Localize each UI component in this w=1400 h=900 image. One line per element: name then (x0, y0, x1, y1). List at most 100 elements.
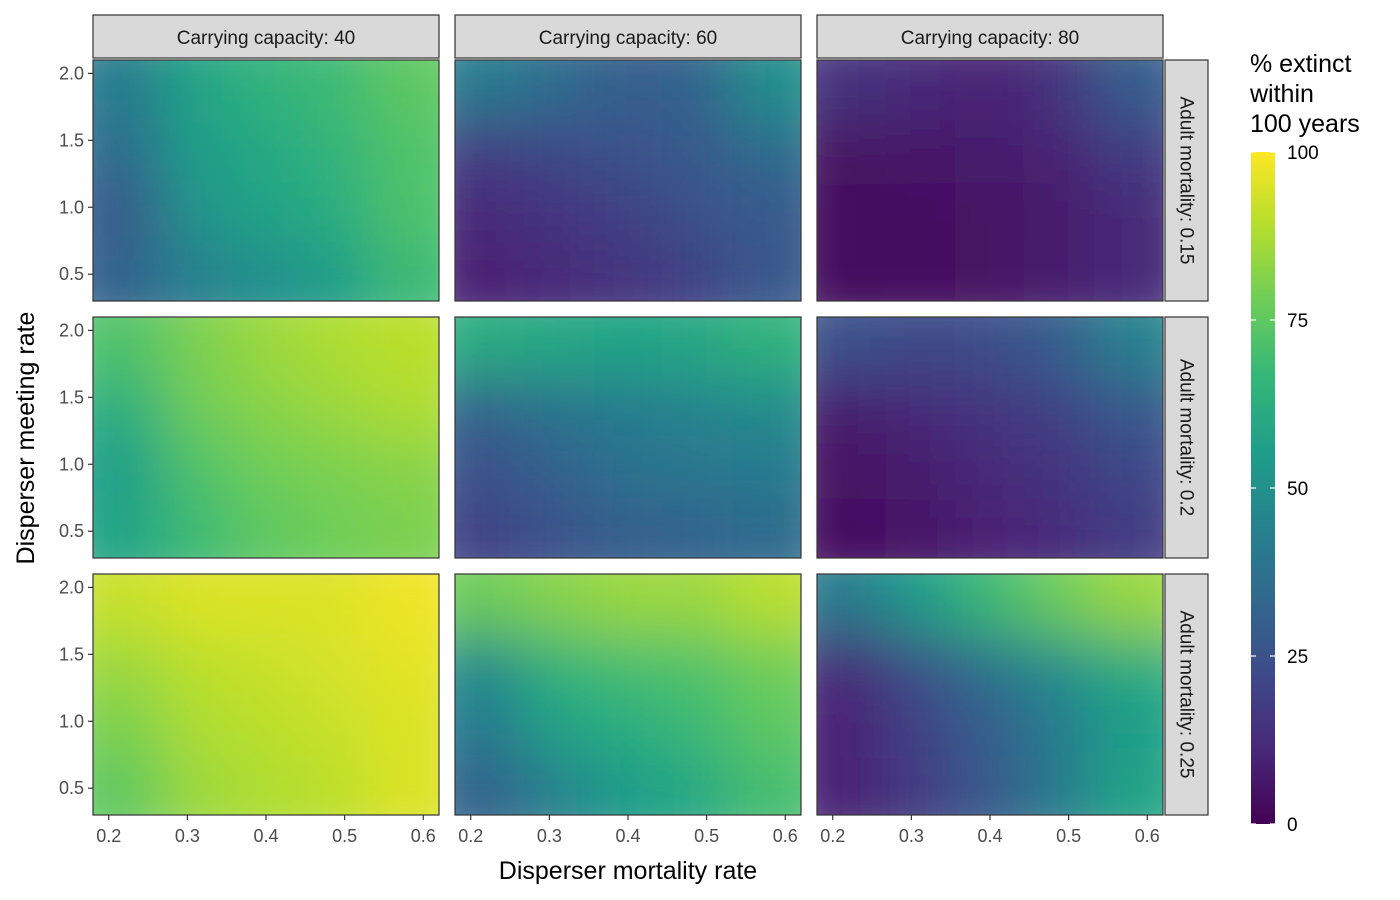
heatmap-cell (817, 497, 887, 558)
heatmap-cell (817, 377, 887, 438)
heatmap-cell (817, 240, 887, 301)
heatmap-cell (886, 634, 956, 695)
heatmap-cell (817, 437, 887, 499)
colorbar-tick-label: 0 (1287, 815, 1298, 836)
heatmap-cell (593, 497, 664, 558)
facet-strip-top (454, 14, 802, 59)
panel-border (816, 59, 1164, 302)
heatmap-cell (817, 754, 887, 815)
heatmap-cell (162, 574, 232, 635)
heatmap-cell (955, 437, 1026, 499)
colorbar-tick-label: 25 (1287, 647, 1308, 668)
heatmap-cell (593, 574, 664, 635)
heatmap-cell (300, 437, 371, 499)
facet-label-row: Adult mortality: 0.15 (1176, 97, 1197, 265)
heatmap-cell (731, 60, 801, 121)
heatmap-cell (524, 120, 594, 181)
heatmap-cell (662, 694, 733, 756)
facet-strip-top (92, 14, 440, 59)
facet-strips: Carrying capacity: 40 Carrying capacity: … (92, 14, 1209, 816)
heatmap-cell (817, 317, 887, 378)
y-tick-label: 1.0 (59, 454, 84, 474)
heatmap-cell (455, 497, 525, 558)
heatmap-cell (817, 694, 887, 756)
heatmap-cell (593, 694, 664, 756)
heatmap-cell (662, 574, 733, 635)
heatmap-cell (300, 377, 371, 438)
heatmap-cell (886, 377, 956, 438)
heatmap-cell (593, 317, 664, 378)
heatmap-cell (369, 240, 439, 301)
heatmap-cell (817, 574, 887, 635)
heatmap-cell (300, 60, 371, 121)
heatmap-cell (231, 377, 302, 438)
heatmap-cell (662, 497, 733, 558)
heatmap-cell (162, 377, 232, 438)
heatmap-panels (92, 59, 1164, 816)
heatmap-cell (93, 574, 163, 635)
x-tick-label: 0.4 (977, 826, 1002, 846)
heatmap-cell (524, 377, 594, 438)
heatmap-cell (369, 694, 439, 756)
heatmap-cell (1024, 377, 1095, 438)
x-tick-label: 0.2 (458, 826, 483, 846)
heatmap-cell (1093, 180, 1163, 242)
panel-border (92, 59, 440, 302)
heatmap-cell (1093, 120, 1163, 181)
heatmap-panel (455, 574, 801, 815)
y-tick-label: 2.0 (59, 320, 84, 340)
heatmap-cell (662, 120, 733, 181)
panel-border (816, 316, 1164, 559)
heatmap-cell (593, 120, 664, 181)
x-axis-title: Disperser mortality rate (499, 857, 757, 885)
heatmap-cell (300, 574, 371, 635)
heatmap-cell (1024, 634, 1095, 695)
heatmap-cell (1024, 574, 1095, 635)
heatmap-cell (455, 317, 525, 378)
heatmap-cell (524, 180, 594, 242)
heatmap-cell (455, 634, 525, 695)
heatmap-cell (162, 240, 232, 301)
heatmap-cell (231, 437, 302, 499)
heatmap-cell (369, 574, 439, 635)
heatmap-cell (662, 377, 733, 438)
facet-strip-top (816, 14, 1164, 59)
heatmap-panel (93, 574, 439, 815)
facet-label-col: Carrying capacity: 60 (539, 28, 717, 49)
x-tick-label: 0.3 (899, 826, 924, 846)
heatmap-cell (955, 574, 1026, 635)
heatmap-cell (93, 317, 163, 378)
heatmap-cell (1024, 240, 1095, 301)
y-tick-label: 1.5 (59, 644, 84, 664)
x-tick-label: 0.4 (253, 826, 278, 846)
x-tick-label: 0.5 (332, 826, 357, 846)
facet-label-row: Adult mortality: 0.25 (1176, 611, 1197, 779)
x-tick-label: 0.5 (694, 826, 719, 846)
y-tick-label: 2.0 (59, 577, 84, 597)
heatmap-cell (955, 240, 1026, 301)
heatmap-cell (731, 497, 801, 558)
heatmap-cell (93, 120, 163, 181)
y-tick-label: 0.5 (59, 264, 84, 284)
y-tick-label: 1.0 (59, 197, 84, 217)
heatmap-cell (524, 497, 594, 558)
heatmap-cell (1024, 60, 1095, 121)
y-tick-label: 0.5 (59, 521, 84, 541)
heatmap-cell (162, 317, 232, 378)
heatmap-cell (817, 60, 887, 121)
heatmap-cell (93, 180, 163, 242)
heatmap-cell (93, 60, 163, 121)
y-axis-title: Disperser meeting rate (12, 312, 40, 565)
heatmap-cell (886, 60, 956, 121)
heatmap-cell (955, 754, 1026, 815)
facet-strip-right (1164, 316, 1209, 559)
x-tick-label: 0.4 (615, 826, 640, 846)
heatmap-cell (817, 180, 887, 242)
heatmap-cell (369, 754, 439, 815)
y-tick-label: 1.5 (59, 130, 84, 150)
heatmap-cell (955, 317, 1026, 378)
heatmap-cell (93, 694, 163, 756)
heatmap-cell (1093, 694, 1163, 756)
heatmap-cell (886, 497, 956, 558)
heatmap-cell (593, 754, 664, 815)
